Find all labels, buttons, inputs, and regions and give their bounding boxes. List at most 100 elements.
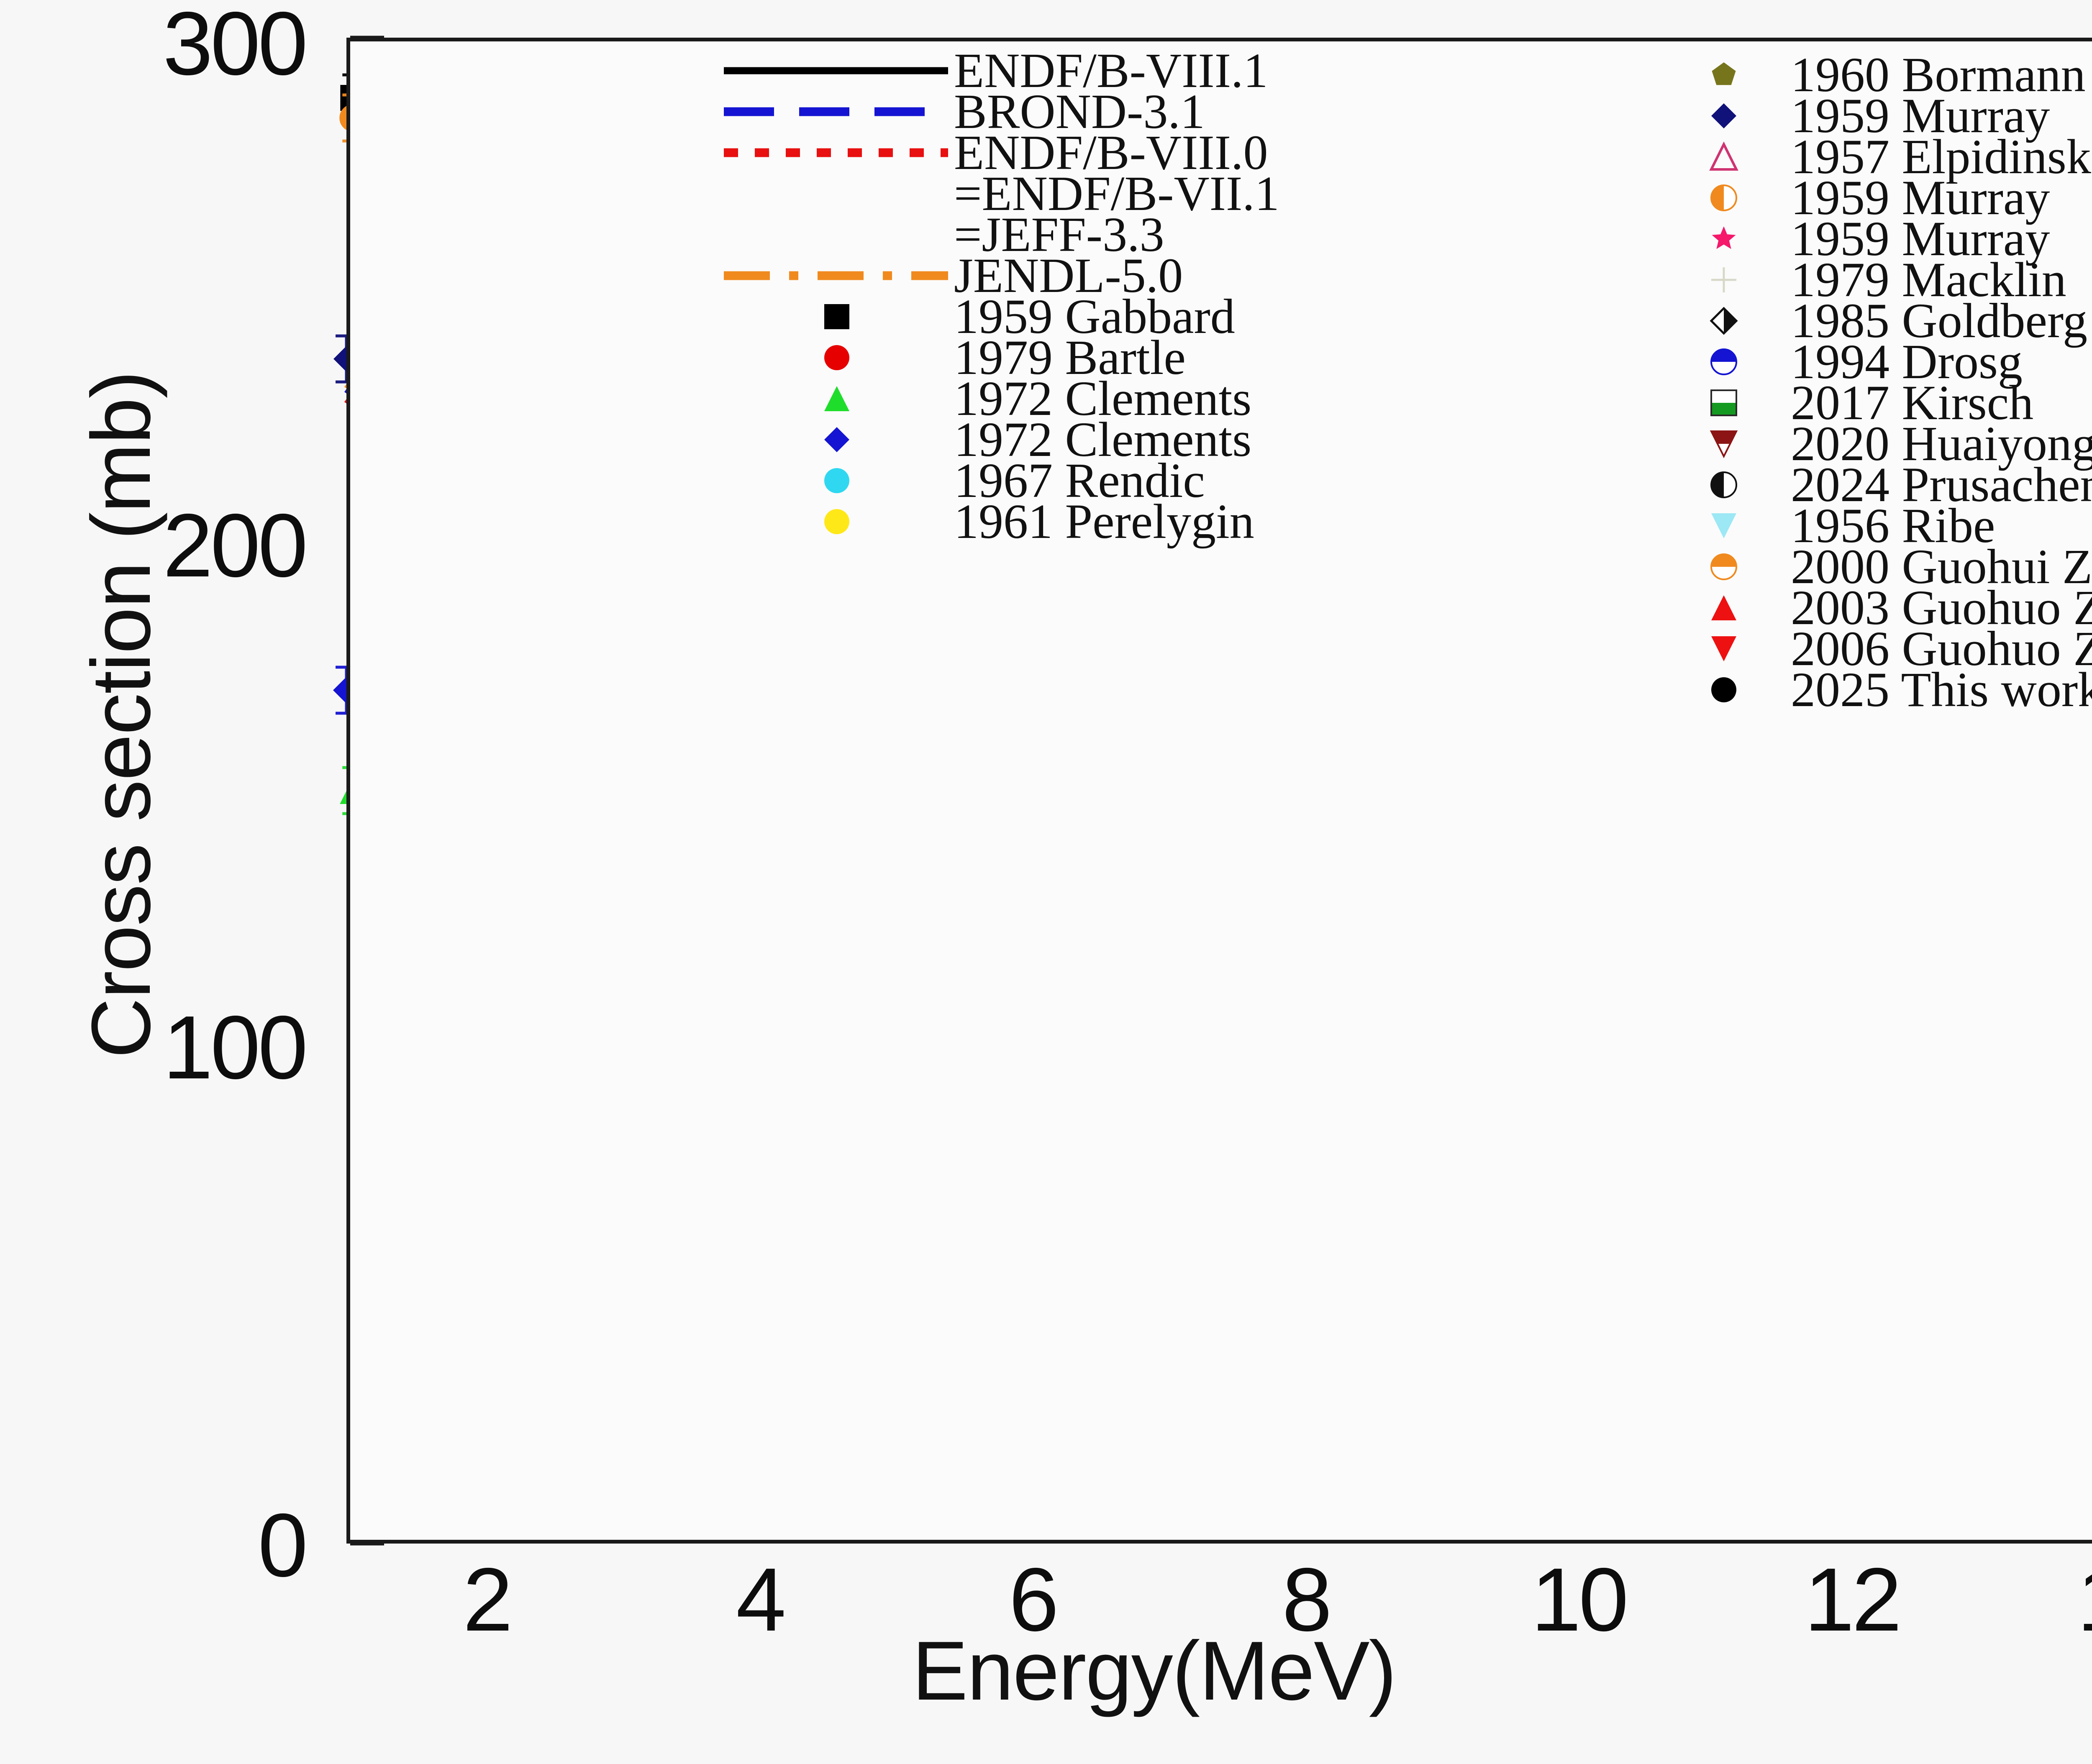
y-tick-200: 200 — [163, 495, 308, 596]
legend-marker-icon — [1657, 341, 1791, 382]
legend-item[interactable]: 1959 Murray — [1657, 170, 2092, 225]
legend-item-label: 2017 Kirsch — [1791, 375, 2034, 430]
legend-item[interactable]: 1985 Goldberg — [1657, 293, 2092, 348]
legend-item-label: 1972 Clements — [954, 412, 1252, 467]
legend-item-label: 2020 Huaiyong Bai — [1791, 416, 2092, 471]
legend-item[interactable]: 1979 Macklin — [1657, 252, 2092, 307]
legend-item[interactable]: BROND-3.1 — [720, 84, 1632, 139]
x-tick-6: 6 — [1009, 1549, 1059, 1650]
legend-marker-icon — [720, 337, 954, 378]
legend-item-label: ENDF/B-VIII.1 — [954, 43, 1268, 98]
legend-marker-icon — [720, 460, 954, 501]
legend-marker-icon — [1657, 218, 1791, 259]
legend-item-label: ENDF/B-VIII.0 — [954, 125, 1268, 180]
legend-item-label: =JEFF-3.3 — [954, 207, 1164, 262]
legend-marker-icon — [720, 501, 954, 542]
legend-marker-icon — [1657, 628, 1791, 669]
legend-item-label: 1960 Bormann — [1791, 47, 2086, 102]
legend-item[interactable]: 1959 Gabbard — [720, 289, 1632, 344]
legend-item-label: 1959 Gabbard — [954, 289, 1235, 344]
legend-item-label: BROND-3.1 — [954, 84, 1205, 139]
legend-item-label: 1985 Goldberg — [1791, 293, 2088, 348]
x-tick-4: 4 — [736, 1549, 786, 1650]
legend-item-label: 1979 Macklin — [1791, 252, 2066, 307]
legend-marker-icon — [720, 419, 954, 460]
legend-item[interactable]: 1994 Drosg — [1657, 334, 2092, 389]
legend-item-label: 1967 Rendic — [954, 453, 1205, 508]
legend-marker-icon — [1657, 259, 1791, 300]
legend-item-label: 1957 Elpidinskii — [1791, 129, 2092, 184]
legend-item[interactable]: ENDF/B-VIII.0 — [720, 125, 1632, 180]
legend-item-label: 1956 Ribe — [1791, 498, 1995, 553]
y-tick-100: 100 — [163, 997, 308, 1098]
legend-marker-icon — [720, 255, 954, 296]
legend-item-label: 1994 Drosg — [1791, 334, 2023, 389]
legend-marker-icon — [1657, 669, 1791, 710]
legend-item-label: 1959 Murray — [1791, 170, 2050, 225]
legend-item[interactable]: ENDF/B-VIII.1 — [720, 43, 1632, 98]
legend-column-2: 1960 Bormann 1959 Murray 1957 Elpidinskii 1… — [1657, 47, 2092, 717]
legend-item-label: 1979 Bartle — [954, 330, 1186, 385]
legend-marker-icon — [1657, 136, 1791, 177]
legend-marker-icon — [720, 91, 954, 132]
legend-marker-icon — [1657, 464, 1791, 505]
legend-item[interactable]: 2025 This work — [1657, 662, 2092, 717]
legend-item[interactable]: 1959 Murray — [1657, 88, 2092, 143]
legend-marker-icon — [720, 50, 954, 91]
legend-marker-icon — [1657, 54, 1791, 95]
legend-item[interactable]: =ENDF/B-VII.1 — [720, 166, 1632, 221]
legend-item-label: 1972 Clements — [954, 371, 1252, 426]
legend-item-label: =ENDF/B-VII.1 — [954, 166, 1279, 221]
legend-item-label: JENDL-5.0 — [954, 248, 1183, 303]
legend-marker-icon — [1657, 382, 1791, 423]
legend-item[interactable]: 1956 Ribe — [1657, 498, 2092, 553]
legend-item[interactable]: JENDL-5.0 — [720, 248, 1632, 303]
legend-marker-icon — [1657, 587, 1791, 628]
legend-item-label: 2003 Guohuo Zhang — [1791, 580, 2092, 635]
legend-item-label: 2025 This work — [1791, 662, 2092, 717]
plot-frame — [346, 38, 2092, 1544]
x-tick-8: 8 — [1282, 1549, 1332, 1650]
legend-item[interactable]: 2003 Guohuo Zhang — [1657, 580, 2092, 635]
legend-item[interactable]: 1972 Clements — [720, 371, 1632, 426]
legend-item[interactable]: 2000 Guohui Zhang — [1657, 539, 2092, 594]
legend-marker-icon — [720, 378, 954, 419]
legend-marker-icon — [1657, 423, 1791, 464]
legend-item-label: 2006 Guohuo Zhang — [1791, 621, 2092, 676]
legend-item[interactable]: 1967 Rendic — [720, 453, 1632, 508]
legend-marker-icon — [1657, 505, 1791, 546]
legend-marker-icon — [1657, 95, 1791, 136]
legend-item[interactable]: 1960 Bormann — [1657, 47, 2092, 102]
x-tick-14: 14 — [2041, 1548, 2092, 1651]
y-tick-0: 0 — [258, 1495, 308, 1595]
legend-item-label: 2024 Prusachenko — [1791, 457, 2092, 512]
x-axis-label: Energy(MeV) — [912, 1624, 1397, 1718]
legend-marker-icon — [1657, 546, 1791, 587]
legend-item-label: 1959 Murray — [1791, 88, 2050, 143]
y-tick-300: 300 — [163, 0, 308, 94]
legend-item[interactable]: 1957 Elpidinskii — [1657, 129, 2092, 184]
legend-item[interactable]: 2020 Huaiyong Bai — [1657, 416, 2092, 471]
x-tick-10: 10 — [1531, 1549, 1628, 1650]
legend-item-label: 2000 Guohui Zhang — [1791, 539, 2092, 594]
y-axis-label: Cross section (mb) — [74, 371, 168, 1058]
legend-marker-icon — [1657, 177, 1791, 218]
legend-item[interactable]: 2017 Kirsch — [1657, 375, 2092, 430]
legend-item-label: 1959 Murray — [1791, 211, 2050, 266]
x-tick-12: 12 — [1804, 1549, 1902, 1650]
legend-item[interactable]: 1959 Murray — [1657, 211, 2092, 266]
legend-item-label: 1961 Perelygin — [954, 494, 1254, 549]
legend-item[interactable]: 2024 Prusachenko — [1657, 457, 2092, 512]
legend-marker-icon — [720, 296, 954, 337]
legend-column-1: ENDF/B-VIII.1 BROND-3.1 ENDF/B-VIII.0 =ENDF… — [720, 43, 1632, 549]
legend-item[interactable]: 2006 Guohuo Zhang — [1657, 621, 2092, 676]
legend-item[interactable]: =JEFF-3.3 — [720, 207, 1632, 262]
legend-marker-icon — [720, 214, 954, 255]
x-tick-2: 2 — [463, 1549, 513, 1650]
legend-item[interactable]: 1961 Perelygin — [720, 494, 1632, 549]
legend-item[interactable]: 1979 Bartle — [720, 330, 1632, 385]
legend-marker-icon — [720, 173, 954, 214]
legend-marker-icon — [720, 132, 954, 173]
legend-item[interactable]: 1972 Clements — [720, 412, 1632, 467]
